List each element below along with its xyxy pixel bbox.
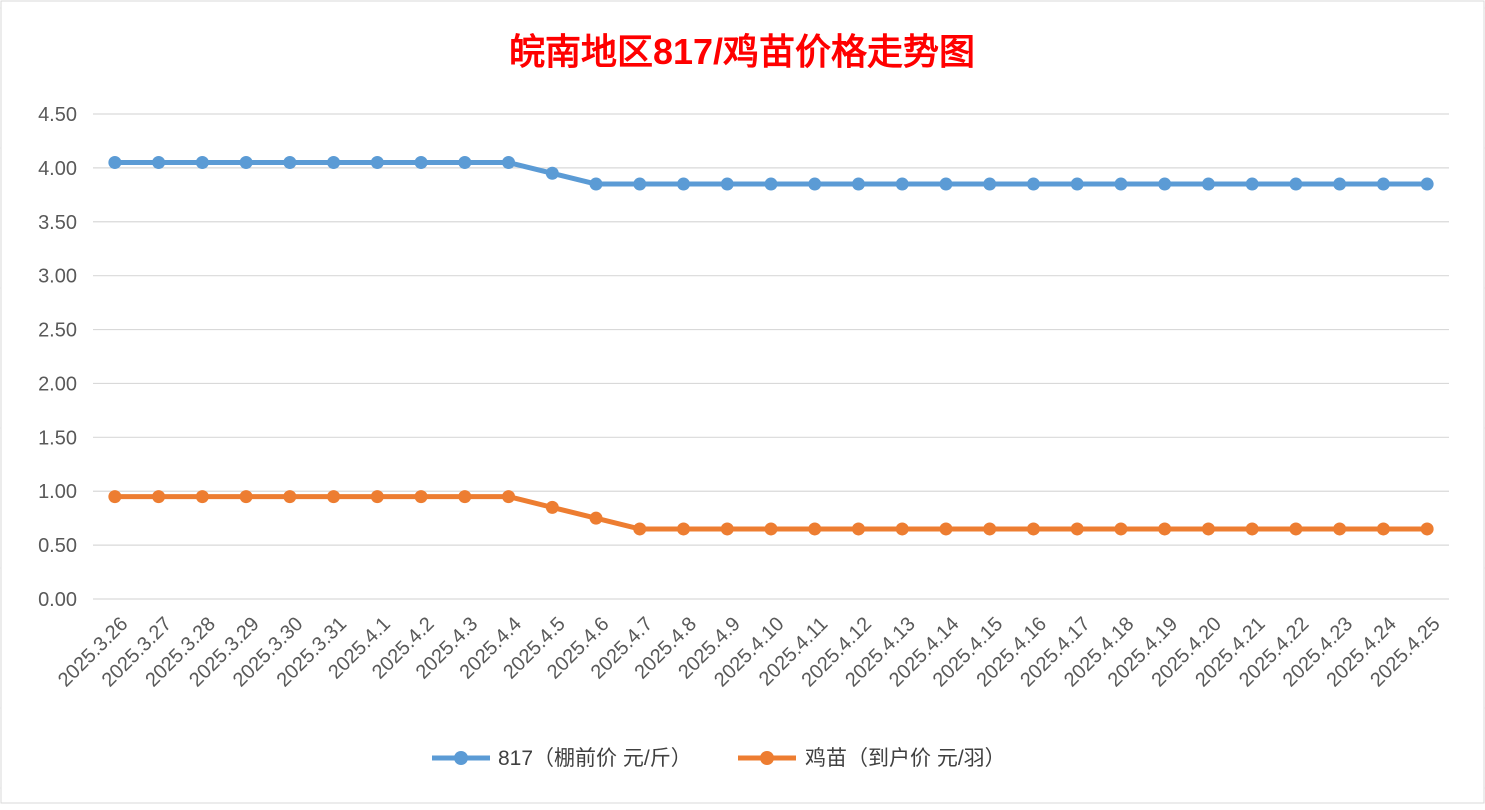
- data-point: [108, 156, 122, 169]
- data-point: [1376, 177, 1390, 191]
- data-point: [720, 177, 734, 191]
- data-point: [152, 156, 166, 169]
- data-point: [677, 177, 691, 191]
- data-point: [1070, 177, 1084, 191]
- data-point: [545, 500, 559, 514]
- legend-label: 鸡苗（到户价 元/羽）: [805, 747, 1006, 770]
- data-point: [633, 177, 647, 191]
- legend-marker: [760, 751, 774, 765]
- data-point: [327, 156, 341, 169]
- data-point: [808, 522, 822, 536]
- data-point: [283, 490, 297, 504]
- data-point: [1420, 177, 1434, 191]
- series-1: [108, 156, 1434, 191]
- data-point: [1376, 522, 1390, 536]
- data-point: [1333, 522, 1347, 536]
- series-layer: [108, 156, 1434, 536]
- data-point: [283, 156, 297, 169]
- data-point: [589, 177, 603, 191]
- data-point: [1114, 522, 1128, 536]
- data-point: [502, 156, 516, 169]
- data-point: [1333, 177, 1347, 191]
- data-point: [589, 511, 603, 525]
- data-point: [502, 490, 516, 504]
- data-point: [239, 490, 253, 504]
- data-point: [1420, 522, 1434, 536]
- data-point: [983, 177, 997, 191]
- data-point: [239, 156, 253, 169]
- data-point: [633, 522, 647, 536]
- y-tick-label: 2.00: [38, 373, 77, 395]
- data-point: [764, 177, 778, 191]
- data-point: [195, 490, 209, 504]
- legend-item: 鸡苗（到户价 元/羽）: [738, 747, 1006, 770]
- data-point: [895, 522, 909, 536]
- series-2: [108, 490, 1434, 536]
- y-tick-label: 1.50: [38, 427, 77, 449]
- legend-marker: [454, 751, 468, 765]
- legend-label: 817（棚前价 元/斤）: [498, 747, 692, 770]
- y-tick-label: 1.00: [38, 481, 77, 503]
- data-point: [1158, 522, 1172, 536]
- data-point: [1026, 522, 1040, 536]
- data-point: [720, 522, 734, 536]
- legend: 817（棚前价 元/斤） 鸡苗（到户价 元/羽）: [432, 747, 1006, 770]
- data-point: [152, 490, 166, 504]
- y-tick-label: 3.50: [38, 212, 77, 234]
- data-point: [1114, 177, 1128, 191]
- data-point: [1289, 177, 1303, 191]
- data-point: [414, 490, 428, 504]
- data-point: [1245, 522, 1259, 536]
- data-point: [851, 177, 865, 191]
- data-point: [1070, 522, 1084, 536]
- data-point: [545, 166, 559, 180]
- data-point: [458, 490, 472, 504]
- data-point: [108, 490, 122, 504]
- y-axis: 0.00 0.50 1.00 1.50 2.00 2.50 3.00 3.50 4.00 4.50: [38, 104, 77, 611]
- data-point: [1201, 177, 1215, 191]
- data-point: [939, 522, 953, 536]
- y-tick-label: 4.50: [38, 104, 77, 126]
- data-point: [1026, 177, 1040, 191]
- data-point: [677, 522, 691, 536]
- data-point: [1201, 522, 1215, 536]
- y-tick-label: 4.00: [38, 158, 77, 180]
- data-point: [370, 156, 384, 169]
- data-point: [195, 156, 209, 169]
- data-point: [851, 522, 865, 536]
- y-tick-label: 2.50: [38, 320, 77, 342]
- data-point: [895, 177, 909, 191]
- legend-item: 817（棚前价 元/斤）: [432, 747, 692, 770]
- data-point: [939, 177, 953, 191]
- data-point: [983, 522, 997, 536]
- data-point: [1158, 177, 1172, 191]
- data-point: [327, 490, 341, 504]
- data-point: [764, 522, 778, 536]
- data-point: [458, 156, 472, 169]
- gridlines: [93, 113, 1449, 600]
- data-point: [808, 177, 822, 191]
- data-point: [370, 490, 384, 504]
- data-point: [1245, 177, 1259, 191]
- data-point: [414, 156, 428, 169]
- y-tick-label: 3.00: [38, 266, 77, 288]
- chart-title: 皖南地区817/鸡苗价格走势图: [509, 31, 975, 72]
- y-tick-label: 0.50: [38, 535, 77, 557]
- data-point: [1289, 522, 1303, 536]
- y-tick-label: 0.00: [38, 589, 77, 611]
